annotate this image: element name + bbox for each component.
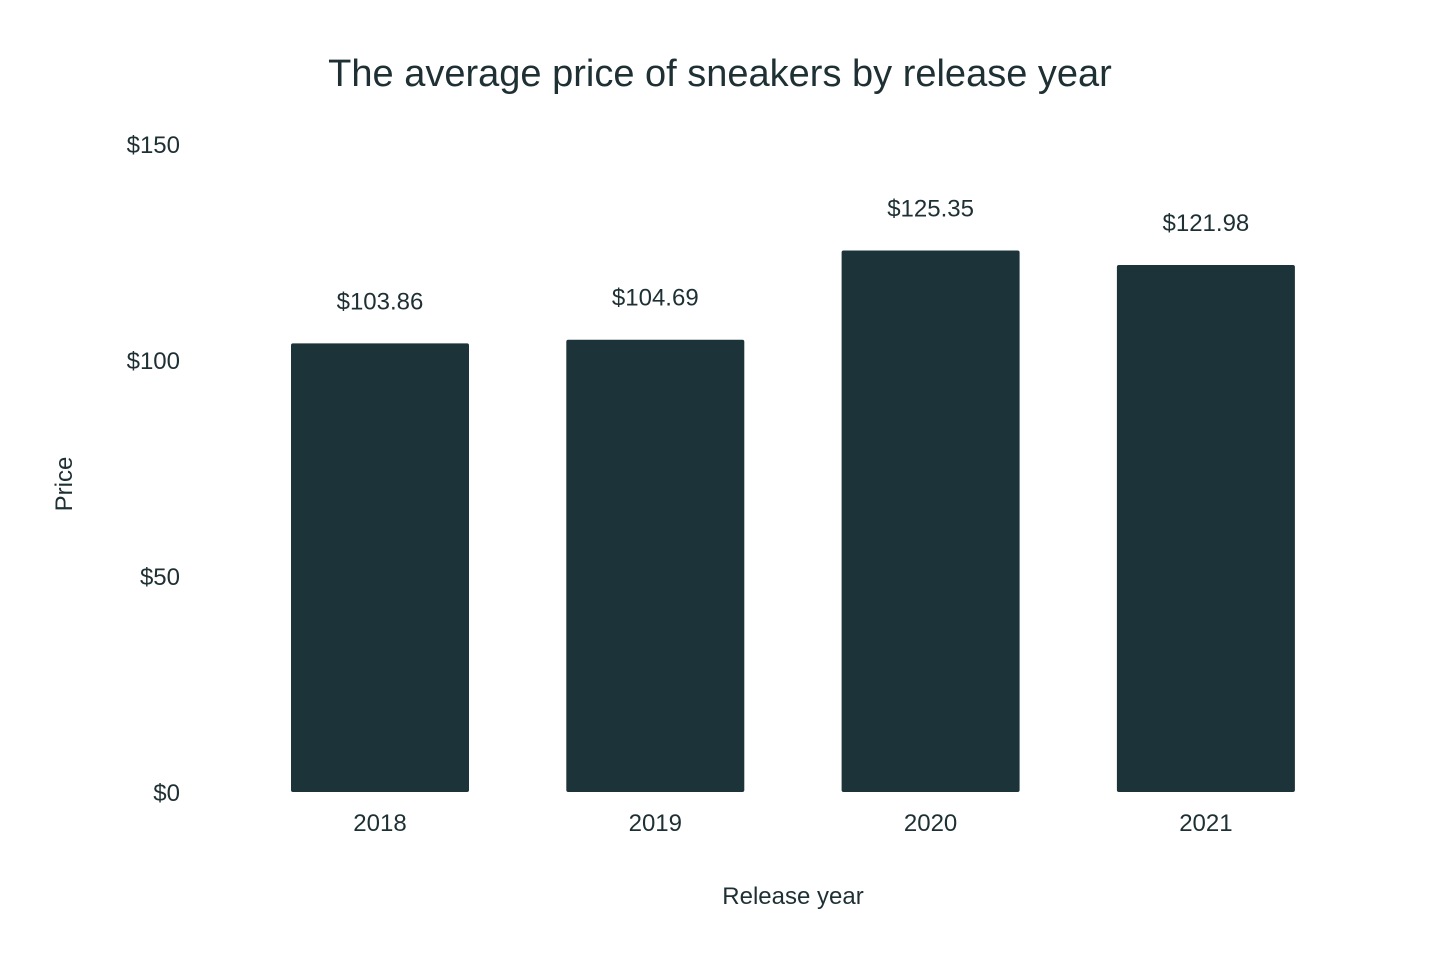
y-tick-label: $100: [127, 348, 180, 375]
y-tick-label: $150: [127, 132, 180, 159]
y-axis-label: Price: [51, 457, 78, 512]
data-label: $121.98: [1163, 210, 1250, 237]
x-tick-label: 2018: [353, 810, 406, 837]
data-label: $104.69: [612, 285, 699, 312]
x-tick-label: 2021: [1179, 810, 1232, 837]
bar-2019: [566, 339, 745, 792]
bar-2021: [1116, 265, 1295, 792]
data-label: $125.35: [887, 195, 974, 222]
x-axis-label: Release year: [722, 883, 863, 910]
x-tick-label: 2019: [629, 810, 682, 837]
bar-2018: [291, 343, 469, 792]
x-tick-label: 2020: [904, 810, 957, 837]
bar-2020: [841, 250, 1020, 792]
y-tick-label: $50: [140, 564, 180, 591]
y-tick-label: $0: [153, 780, 180, 807]
data-label: $103.86: [337, 288, 424, 315]
chart-title: The average price of sneakers by release…: [328, 53, 1112, 95]
